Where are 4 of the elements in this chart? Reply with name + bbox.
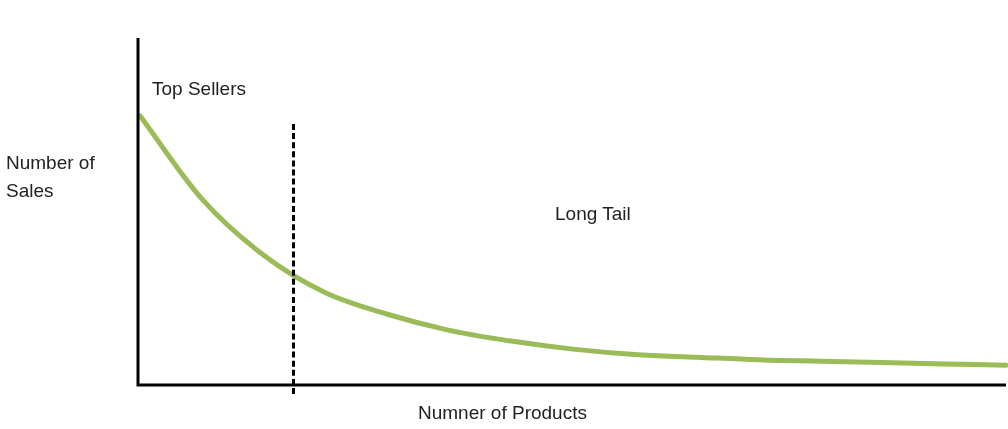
text: Top Sellers	[152, 78, 246, 100]
annotation: Long Tail	[555, 203, 631, 225]
y-axis-title: Number of Sales	[6, 151, 96, 203]
x-axis-title: Numner of Products	[418, 402, 587, 424]
